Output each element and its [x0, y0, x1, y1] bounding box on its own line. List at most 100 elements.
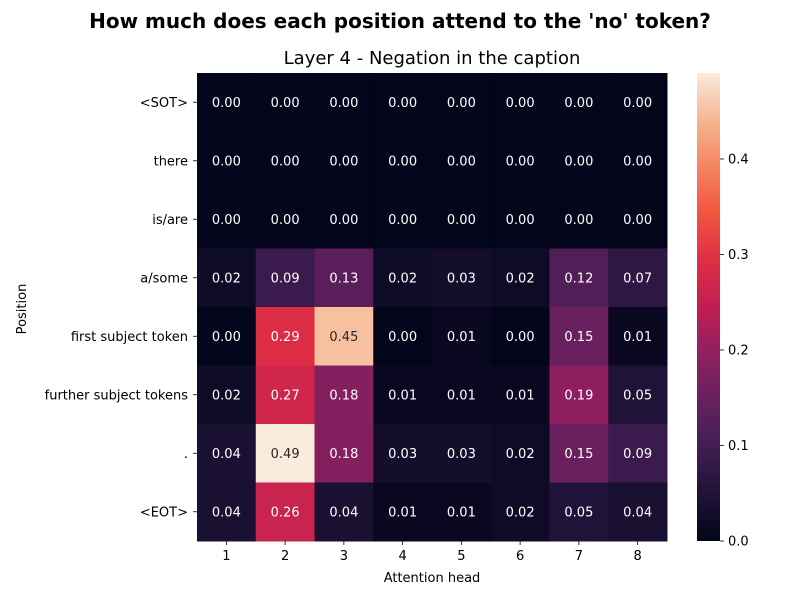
- heatmap-cell-value: 0.00: [388, 154, 417, 169]
- heatmap-cell-value: 0.27: [271, 388, 300, 403]
- heatmap-cell: [255, 424, 315, 483]
- heatmap-cell: [373, 248, 433, 308]
- heatmap-cell: [549, 365, 609, 425]
- heatmap-cell: [549, 248, 609, 308]
- heatmap-cell: [314, 424, 374, 483]
- heatmap-cell: [255, 248, 315, 308]
- heatmap-cell-value: 0.18: [329, 447, 358, 462]
- heatmap-cell-value: 0.05: [623, 388, 652, 403]
- heatmap-cell: [197, 365, 257, 425]
- heatmap-cell: [549, 73, 609, 132]
- heatmap-cell-value: 0.00: [564, 96, 593, 111]
- heatmap-cell-value: 0.01: [388, 505, 417, 520]
- heatmap-cell: [490, 73, 550, 132]
- colorbar: [697, 73, 720, 541]
- x-tick-label: 7: [575, 549, 583, 564]
- y-axis-label: Position: [15, 284, 30, 335]
- heatmap-cell: [373, 131, 433, 191]
- heatmap-cell-value: 0.45: [329, 330, 358, 345]
- heatmap-cell: [608, 131, 668, 191]
- y-tick-label: .: [184, 447, 188, 462]
- heatmap-cell-value: 0.00: [388, 213, 417, 228]
- heatmap-cell-value: 0.03: [388, 447, 417, 462]
- heatmap-cell: [432, 248, 492, 308]
- chart-title: Layer 4 - Negation in the caption: [284, 48, 581, 69]
- heatmap-cell: [255, 131, 315, 191]
- heatmap-cell-value: 0.00: [329, 96, 358, 111]
- heatmap-cell: [432, 424, 492, 483]
- x-tick-label: 6: [516, 549, 524, 564]
- heatmap-cell-value: 0.00: [212, 154, 241, 169]
- heatmap-cell: [314, 482, 374, 542]
- heatmap-cell: [255, 482, 315, 542]
- heatmap-cell-value: 0.02: [212, 388, 241, 403]
- heatmap-cell-value: 0.00: [388, 96, 417, 111]
- heatmap-cell: [432, 307, 492, 366]
- heatmap-cell-value: 0.26: [271, 505, 300, 520]
- heatmap-cell: [197, 248, 257, 308]
- heatmap-cell-value: 0.01: [388, 388, 417, 403]
- heatmap-cell-value: 0.00: [564, 154, 593, 169]
- heatmap-cell: [490, 482, 550, 542]
- heatmap-cell: [197, 73, 257, 132]
- heatmap-cell: [432, 365, 492, 425]
- colorbar-tick-label: 0.2: [728, 343, 749, 358]
- heatmap-cell: [490, 190, 550, 249]
- heatmap-cell: [197, 424, 257, 483]
- heatmap-cell-value: 0.18: [329, 388, 358, 403]
- colorbar-tick-label: 0.4: [728, 152, 749, 167]
- heatmap-cell: [432, 73, 492, 132]
- heatmap-cell: [608, 73, 668, 132]
- heatmap-cell: [608, 365, 668, 425]
- heatmap-cell: [608, 190, 668, 249]
- y-tick-label: first subject token: [71, 330, 188, 345]
- heatmap-cell-value: 0.00: [271, 96, 300, 111]
- figure-suptitle: How much does each position attend to th…: [89, 9, 711, 33]
- heatmap-cell-value: 0.04: [623, 505, 652, 520]
- heatmap-cell: [314, 365, 374, 425]
- heatmap-cell-value: 0.05: [564, 505, 593, 520]
- heatmap-cell: [373, 190, 433, 249]
- heatmap-cell-value: 0.00: [623, 96, 652, 111]
- heatmap-cell-value: 0.00: [623, 154, 652, 169]
- heatmap-cell-value: 0.02: [506, 271, 535, 286]
- heatmap-cell: [255, 365, 315, 425]
- heatmap-cell: [373, 365, 433, 425]
- heatmap-cell-value: 0.03: [447, 447, 476, 462]
- heatmap-cell: [373, 424, 433, 483]
- heatmap-cell: [432, 131, 492, 191]
- heatmap-cell: [197, 307, 257, 366]
- heatmap-cell-value: 0.00: [506, 154, 535, 169]
- heatmap-cell: [608, 307, 668, 366]
- x-axis-label: Attention head: [384, 571, 481, 586]
- heatmap-cell: [549, 424, 609, 483]
- heatmap-cell: [549, 482, 609, 542]
- y-tick-label: a/some: [140, 271, 188, 286]
- heatmap-cell-value: 0.00: [212, 330, 241, 345]
- heatmap-cell-value: 0.00: [506, 213, 535, 228]
- heatmap-cell-value: 0.00: [447, 154, 476, 169]
- heatmap-cell: [314, 307, 374, 366]
- heatmap-cell-value: 0.02: [506, 505, 535, 520]
- heatmap-cell: [373, 73, 433, 132]
- heatmap-cell-value: 0.00: [329, 213, 358, 228]
- heatmap-cell-value: 0.29: [271, 330, 300, 345]
- heatmap-cell: [608, 424, 668, 483]
- heatmap-cell-value: 0.00: [564, 213, 593, 228]
- heatmap-cell: [255, 307, 315, 366]
- heatmap-cell: [490, 307, 550, 366]
- heatmap-cell: [255, 190, 315, 249]
- heatmap-cell: [314, 190, 374, 249]
- heatmap-cell: [197, 482, 257, 542]
- y-tick-label: further subject tokens: [45, 388, 189, 403]
- heatmap-cell: [373, 482, 433, 542]
- heatmap-cell-value: 0.07: [623, 271, 652, 286]
- heatmap-cell: [490, 424, 550, 483]
- heatmap-cell-value: 0.00: [506, 330, 535, 345]
- heatmap-cell-value: 0.49: [271, 447, 300, 462]
- heatmap-cell-value: 0.09: [623, 447, 652, 462]
- heatmap-cell: [549, 131, 609, 191]
- heatmap-cell: [432, 482, 492, 542]
- heatmap-cell-labels: 0.00 0.00 0.00 0.00 0.00 0.00 0.00 0.00 0.00 0.00…: [212, 96, 652, 521]
